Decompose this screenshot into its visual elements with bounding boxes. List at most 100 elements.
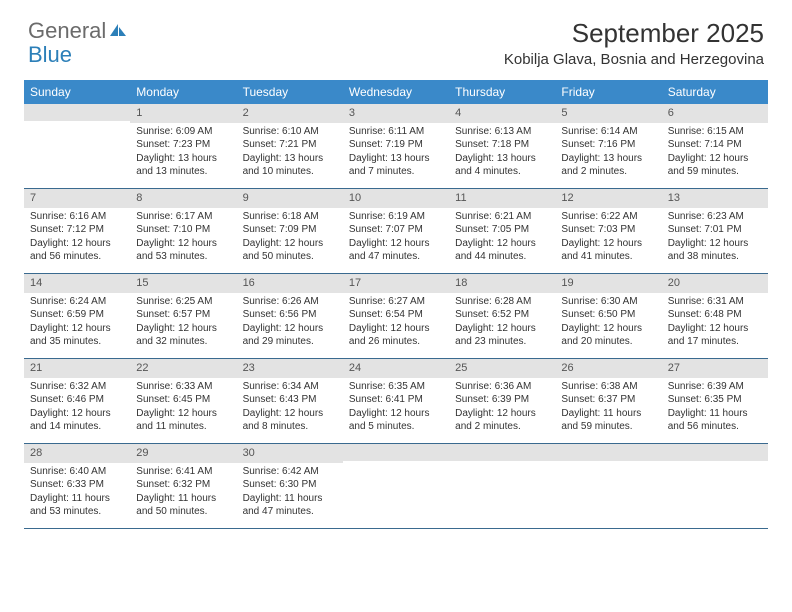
- day-info: Sunrise: 6:36 AMSunset: 6:39 PMDaylight:…: [449, 378, 555, 438]
- sunset-text: Sunset: 6:50 PM: [561, 308, 655, 322]
- day-header-cell: Thursday: [449, 80, 555, 104]
- daylight-text: Daylight: 13 hours and 4 minutes.: [455, 152, 549, 179]
- day-info: Sunrise: 6:14 AMSunset: 7:16 PMDaylight:…: [555, 123, 661, 183]
- sunrise-text: Sunrise: 6:15 AM: [668, 125, 762, 139]
- day-info: Sunrise: 6:16 AMSunset: 7:12 PMDaylight:…: [24, 208, 130, 268]
- daylight-text: Daylight: 12 hours and 8 minutes.: [243, 407, 337, 434]
- sunset-text: Sunset: 7:09 PM: [243, 223, 337, 237]
- sunrise-text: Sunrise: 6:09 AM: [136, 125, 230, 139]
- day-header-cell: Tuesday: [237, 80, 343, 104]
- day-info: Sunrise: 6:38 AMSunset: 6:37 PMDaylight:…: [555, 378, 661, 438]
- sunrise-text: Sunrise: 6:39 AM: [668, 380, 762, 394]
- calendar: SundayMondayTuesdayWednesdayThursdayFrid…: [24, 80, 768, 529]
- day-number: 9: [237, 189, 343, 208]
- day-info: Sunrise: 6:09 AMSunset: 7:23 PMDaylight:…: [130, 123, 236, 183]
- daylight-text: Daylight: 12 hours and 32 minutes.: [136, 322, 230, 349]
- sunset-text: Sunset: 6:48 PM: [668, 308, 762, 322]
- sunset-text: Sunset: 7:01 PM: [668, 223, 762, 237]
- day-number: 27: [662, 359, 768, 378]
- sunset-text: Sunset: 7:12 PM: [30, 223, 124, 237]
- day-number: 25: [449, 359, 555, 378]
- day-cell: 20Sunrise: 6:31 AMSunset: 6:48 PMDayligh…: [662, 274, 768, 358]
- sunset-text: Sunset: 7:21 PM: [243, 138, 337, 152]
- sunset-text: Sunset: 6:54 PM: [349, 308, 443, 322]
- sunset-text: Sunset: 7:10 PM: [136, 223, 230, 237]
- daylight-text: Daylight: 13 hours and 10 minutes.: [243, 152, 337, 179]
- daylight-text: Daylight: 13 hours and 7 minutes.: [349, 152, 443, 179]
- day-cell: [555, 444, 661, 528]
- day-cell: 4Sunrise: 6:13 AMSunset: 7:18 PMDaylight…: [449, 104, 555, 188]
- day-info: Sunrise: 6:35 AMSunset: 6:41 PMDaylight:…: [343, 378, 449, 438]
- sunset-text: Sunset: 7:05 PM: [455, 223, 549, 237]
- day-number: 24: [343, 359, 449, 378]
- day-number: 1: [130, 104, 236, 123]
- day-cell: 6Sunrise: 6:15 AMSunset: 7:14 PMDaylight…: [662, 104, 768, 188]
- sunrise-text: Sunrise: 6:41 AM: [136, 465, 230, 479]
- sunset-text: Sunset: 6:30 PM: [243, 478, 337, 492]
- sunset-text: Sunset: 6:45 PM: [136, 393, 230, 407]
- day-cell: 3Sunrise: 6:11 AMSunset: 7:19 PMDaylight…: [343, 104, 449, 188]
- day-info: Sunrise: 6:21 AMSunset: 7:05 PMDaylight:…: [449, 208, 555, 268]
- day-cell: 1Sunrise: 6:09 AMSunset: 7:23 PMDaylight…: [130, 104, 236, 188]
- day-number: 16: [237, 274, 343, 293]
- day-header-cell: Saturday: [662, 80, 768, 104]
- sunset-text: Sunset: 6:41 PM: [349, 393, 443, 407]
- daylight-text: Daylight: 12 hours and 41 minutes.: [561, 237, 655, 264]
- day-cell: 11Sunrise: 6:21 AMSunset: 7:05 PMDayligh…: [449, 189, 555, 273]
- day-cell: 10Sunrise: 6:19 AMSunset: 7:07 PMDayligh…: [343, 189, 449, 273]
- day-info: Sunrise: 6:32 AMSunset: 6:46 PMDaylight:…: [24, 378, 130, 438]
- sunset-text: Sunset: 6:52 PM: [455, 308, 549, 322]
- week-row: 14Sunrise: 6:24 AMSunset: 6:59 PMDayligh…: [24, 274, 768, 359]
- day-cell: 22Sunrise: 6:33 AMSunset: 6:45 PMDayligh…: [130, 359, 236, 443]
- month-title: September 2025: [504, 18, 764, 49]
- daylight-text: Daylight: 11 hours and 59 minutes.: [561, 407, 655, 434]
- sunrise-text: Sunrise: 6:34 AM: [243, 380, 337, 394]
- daylight-text: Daylight: 12 hours and 17 minutes.: [668, 322, 762, 349]
- day-number: [555, 444, 661, 461]
- day-number: 10: [343, 189, 449, 208]
- sunset-text: Sunset: 6:57 PM: [136, 308, 230, 322]
- title-block: September 2025 Kobilja Glava, Bosnia and…: [504, 18, 764, 68]
- day-cell: 9Sunrise: 6:18 AMSunset: 7:09 PMDaylight…: [237, 189, 343, 273]
- sunrise-text: Sunrise: 6:23 AM: [668, 210, 762, 224]
- sunrise-text: Sunrise: 6:42 AM: [243, 465, 337, 479]
- sunrise-text: Sunrise: 6:31 AM: [668, 295, 762, 309]
- day-number: 28: [24, 444, 130, 463]
- daylight-text: Daylight: 12 hours and 38 minutes.: [668, 237, 762, 264]
- sunset-text: Sunset: 7:03 PM: [561, 223, 655, 237]
- day-number: 4: [449, 104, 555, 123]
- day-info: Sunrise: 6:27 AMSunset: 6:54 PMDaylight:…: [343, 293, 449, 353]
- logo-text-general: General: [28, 18, 106, 44]
- daylight-text: Daylight: 13 hours and 13 minutes.: [136, 152, 230, 179]
- day-cell: 19Sunrise: 6:30 AMSunset: 6:50 PMDayligh…: [555, 274, 661, 358]
- daylight-text: Daylight: 12 hours and 11 minutes.: [136, 407, 230, 434]
- sunrise-text: Sunrise: 6:21 AM: [455, 210, 549, 224]
- day-cell: [24, 104, 130, 188]
- day-number: 3: [343, 104, 449, 123]
- daylight-text: Daylight: 12 hours and 26 minutes.: [349, 322, 443, 349]
- daylight-text: Daylight: 12 hours and 23 minutes.: [455, 322, 549, 349]
- day-cell: 16Sunrise: 6:26 AMSunset: 6:56 PMDayligh…: [237, 274, 343, 358]
- sunrise-text: Sunrise: 6:11 AM: [349, 125, 443, 139]
- day-number: [24, 104, 130, 121]
- sunrise-text: Sunrise: 6:38 AM: [561, 380, 655, 394]
- day-cell: 29Sunrise: 6:41 AMSunset: 6:32 PMDayligh…: [130, 444, 236, 528]
- day-cell: 28Sunrise: 6:40 AMSunset: 6:33 PMDayligh…: [24, 444, 130, 528]
- day-cell: 18Sunrise: 6:28 AMSunset: 6:52 PMDayligh…: [449, 274, 555, 358]
- day-cell: 8Sunrise: 6:17 AMSunset: 7:10 PMDaylight…: [130, 189, 236, 273]
- day-number: 12: [555, 189, 661, 208]
- sunrise-text: Sunrise: 6:10 AM: [243, 125, 337, 139]
- day-cell: 24Sunrise: 6:35 AMSunset: 6:41 PMDayligh…: [343, 359, 449, 443]
- sunrise-text: Sunrise: 6:28 AM: [455, 295, 549, 309]
- sunset-text: Sunset: 7:14 PM: [668, 138, 762, 152]
- day-number: 11: [449, 189, 555, 208]
- sunrise-text: Sunrise: 6:24 AM: [30, 295, 124, 309]
- sunset-text: Sunset: 7:18 PM: [455, 138, 549, 152]
- sunrise-text: Sunrise: 6:30 AM: [561, 295, 655, 309]
- sunrise-text: Sunrise: 6:40 AM: [30, 465, 124, 479]
- sunrise-text: Sunrise: 6:19 AM: [349, 210, 443, 224]
- daylight-text: Daylight: 11 hours and 47 minutes.: [243, 492, 337, 519]
- day-cell: 5Sunrise: 6:14 AMSunset: 7:16 PMDaylight…: [555, 104, 661, 188]
- day-cell: 21Sunrise: 6:32 AMSunset: 6:46 PMDayligh…: [24, 359, 130, 443]
- day-number: 30: [237, 444, 343, 463]
